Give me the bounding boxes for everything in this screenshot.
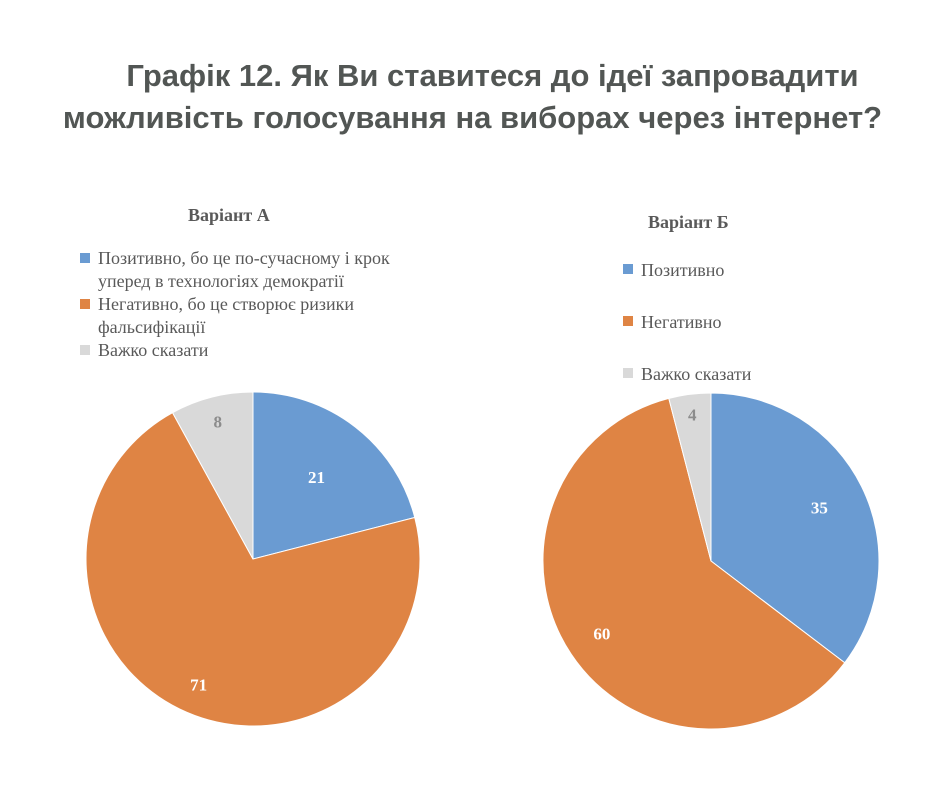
legend-swatch xyxy=(623,264,633,274)
legend-label: уперед в технологіях демократії xyxy=(98,271,344,291)
legend-label: Важко сказати xyxy=(641,364,752,384)
pie-slice xyxy=(668,392,712,562)
legend-label: Позитивно, бо це по-сучасному і крок xyxy=(98,248,390,268)
pie-a-title: Варіант А xyxy=(188,205,270,225)
data-label: 71 xyxy=(190,676,207,695)
legend-item: Негативно xyxy=(623,310,751,335)
legend-label: Негативно, бо це створює ризики xyxy=(98,294,354,314)
legend-item: Важко сказати xyxy=(80,339,390,362)
legend-a: Позитивно, бо це по-сучасному і крок упер… xyxy=(80,247,390,362)
legend-item: Позитивно xyxy=(623,258,751,283)
legend-label: Негативно xyxy=(641,312,722,332)
chart-title: Графік 12. Як Ви ставитеся до ідеї запро… xyxy=(0,55,945,139)
legend-b: Позитивно Негативно Важко сказати xyxy=(623,258,751,387)
pie-slice xyxy=(542,397,846,730)
pie-slice xyxy=(85,411,421,727)
legend-item: Позитивно, бо це по-сучасному і крок упер… xyxy=(80,247,390,293)
data-label: 60 xyxy=(593,625,610,644)
title-line-2: можливість голосування на виборах через … xyxy=(62,100,883,135)
legend-label: Позитивно xyxy=(641,260,725,280)
legend-swatch xyxy=(80,345,90,355)
data-label: 35 xyxy=(811,498,828,517)
legend-swatch xyxy=(623,316,633,326)
legend-swatch xyxy=(623,368,633,378)
legend-item: Важко сказати xyxy=(623,362,751,387)
legend-label: фальсифікації xyxy=(98,317,206,337)
pie-b-title: Варіант Б xyxy=(648,212,729,232)
data-label: 4 xyxy=(688,405,697,424)
legend-label: Важко сказати xyxy=(98,340,209,360)
pie-slice xyxy=(252,391,416,560)
data-label: 8 xyxy=(213,413,222,432)
data-label: 21 xyxy=(308,468,325,487)
legend-item: Негативно, бо це створює ризики фальсифік… xyxy=(80,293,390,339)
pie-slice xyxy=(710,392,880,664)
legend-swatch xyxy=(80,299,90,309)
legend-swatch xyxy=(80,253,90,263)
title-line-1: Графік 12. Як Ви ставитеся до ідеї запро… xyxy=(126,58,859,93)
pie-slice xyxy=(171,391,254,560)
